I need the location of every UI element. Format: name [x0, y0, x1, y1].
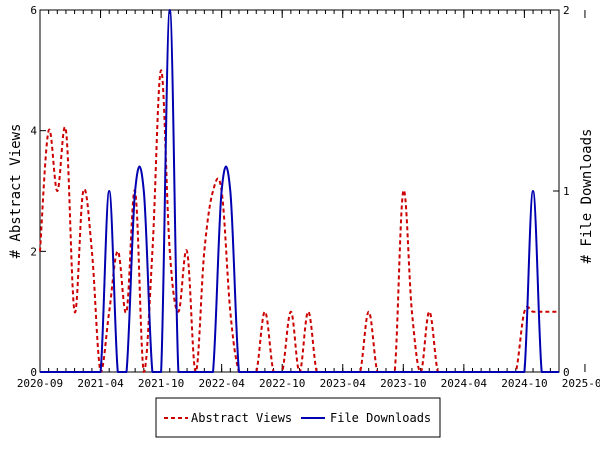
y-axis-right-title: # File Downloads: [579, 129, 595, 264]
y-right-tick-label: 0: [563, 366, 570, 379]
x-tick-label: 2024-04: [441, 377, 488, 390]
y-left-tick-label: 0: [30, 366, 37, 379]
x-axis: 2020-09 2021-04 2021-10 2022-04 2022-10 2023-…: [17, 10, 600, 390]
series-line-file-downloads: [40, 9, 559, 373]
x-tick-label: 2022-10: [259, 377, 305, 390]
x-tick-label: 2022-04: [198, 377, 245, 390]
x-tick-label: 2020-09: [17, 377, 63, 390]
y-left-tick-label: 6: [30, 4, 37, 17]
legend-label-abstract-views: Abstract Views: [191, 411, 292, 425]
x-tick-label: 2025-04: [562, 377, 600, 390]
y-left-tick-label: 2: [30, 245, 37, 258]
x-tick-label: 2024-10: [501, 377, 547, 390]
y-left-tick-label: 4: [30, 125, 37, 138]
y-right-tick-label: 2: [563, 4, 570, 17]
plot-area: [39, 9, 560, 373]
legend-label-file-downloads: File Downloads: [330, 411, 431, 425]
x-tick-label: 2021-04: [77, 377, 124, 390]
y-right-tick-label: 1: [563, 185, 570, 198]
legend: Abstract Views File Downloads: [155, 397, 441, 438]
x-tick-label: 2021-10: [138, 377, 184, 390]
y-axis-left-title: # Abstract Views: [8, 124, 24, 259]
series-layer: [39, 9, 559, 373]
x-tick-label: 2023-04: [320, 377, 367, 390]
plot-frame: [39, 9, 560, 373]
x-tick-label: 2023-10: [380, 377, 426, 390]
legend-box: [155, 397, 441, 438]
y-axis-left: 0 2 4 6: [30, 4, 46, 379]
